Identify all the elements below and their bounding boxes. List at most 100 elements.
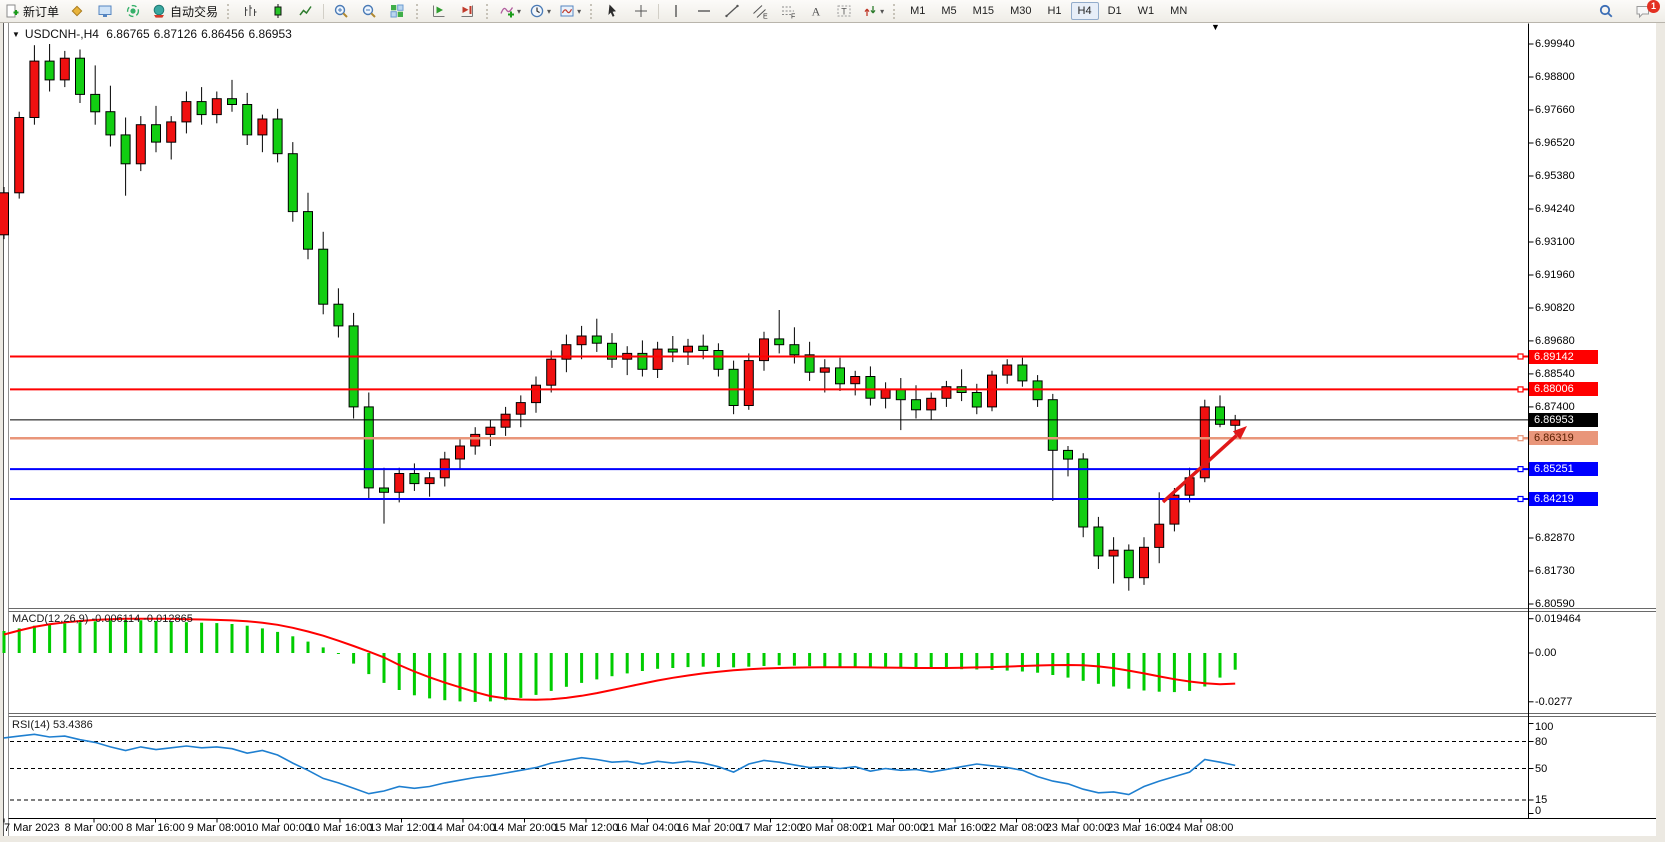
fibonacci-icon: F (782, 6, 795, 20)
indicators-icon (500, 7, 515, 18)
price-line-label: 6.84219 (1529, 492, 1598, 506)
price-axis-label: 6.82870 (1535, 532, 1575, 544)
autotrading-button-label: 自动交易 (170, 4, 219, 19)
text-label-icon: T (837, 5, 851, 17)
search-button[interactable] (1593, 0, 1619, 22)
zoom-out-button[interactable] (356, 0, 382, 22)
price-axis-label: 6.93100 (1535, 236, 1575, 248)
timeframe-button-h1[interactable]: H1 (1047, 5, 1062, 17)
timeframe-button-w1[interactable]: W1 (1137, 5, 1155, 17)
time-axis[interactable]: 7 Mar 2023 8 Mar 00:00 8 Mar 16:00 9 Mar 08… (0, 818, 1665, 838)
time-axis-label: 23 Mar 00:00 (1045, 822, 1111, 834)
auto-scroll-icon (433, 5, 445, 17)
collapse-triangle-icon[interactable]: ▼ (12, 30, 20, 39)
candlestick-chart-button[interactable] (265, 0, 291, 22)
timeframe-button-m5[interactable]: M5 (941, 5, 957, 17)
price-line-label: 6.89142 (1529, 350, 1598, 364)
chevron-down-icon: ▾ (517, 6, 522, 16)
time-axis-label: 10 Mar 16:00 (307, 822, 373, 834)
price-line-label: 6.85251 (1529, 462, 1598, 476)
price-axis[interactable]: 6.99940 6.98800 6.97660 6.96520 6.95380 6.942… (1529, 0, 1659, 842)
trendline-button[interactable] (719, 0, 745, 22)
timeframe-button-m30[interactable]: M30 (1010, 5, 1032, 17)
macd-axis-label: -0.0277 (1535, 696, 1573, 708)
chart-shift-button[interactable] (454, 0, 480, 22)
price-axis-label: 6.91960 (1535, 269, 1575, 281)
tile-windows-icon (390, 4, 404, 18)
toolbar-gripper (227, 3, 232, 19)
timeframe-button-h4[interactable]: H4 (1070, 2, 1099, 20)
time-axis-label: 10 Mar 00:00 (246, 822, 311, 834)
rsi-layer (3, 733, 1528, 801)
price-axis-label: 6.89680 (1535, 335, 1575, 347)
close-value: 6.86953 (248, 27, 292, 41)
line-handle[interactable] (1517, 435, 1524, 442)
horizontal-lines-layer[interactable] (10, 353, 1528, 503)
rsi-axis-label: 15 (1535, 794, 1548, 806)
rsi-axis-label: 80 (1535, 736, 1548, 748)
periods-button[interactable]: ▾ (526, 0, 554, 22)
toolbar-separator (658, 3, 660, 19)
bar-chart-icon (245, 5, 257, 16)
cursor-button[interactable] (600, 0, 626, 22)
price-axis-label: 6.88540 (1535, 368, 1575, 380)
gold-diamond-button[interactable] (64, 0, 90, 22)
macd-axis-label: 0.019464 (1535, 613, 1581, 625)
template-icon (560, 5, 574, 17)
line-handle[interactable] (1517, 495, 1524, 503)
chart-background (3, 23, 1656, 836)
toolbar-separator (323, 3, 325, 19)
symbol-period-label: USDCNH-,H4 (24, 27, 99, 41)
zoom-out-icon (362, 4, 376, 18)
horizontal-line-button[interactable] (691, 0, 717, 22)
main-toolbar: 新订单 自动交易 ▾ ▾ ▾ E F A T ▾ M1 M5 M15 M30 H1 H4 D1 W1 MN 1 (0, 0, 1665, 23)
timeframe-button-m1[interactable]: M1 (910, 5, 926, 17)
crosshair-icon (635, 5, 648, 17)
text-label-button[interactable]: T (831, 0, 857, 22)
candlestick-chart-icon (274, 4, 282, 18)
zoom-in-icon (334, 4, 348, 18)
indicators-button[interactable]: ▾ (496, 0, 524, 22)
equidistant-channel-button[interactable]: E (747, 0, 773, 22)
text-button[interactable]: A (803, 0, 829, 22)
time-axis-label: 16 Mar 20:00 (676, 822, 742, 834)
zoom-in-button[interactable] (328, 0, 354, 22)
search-icon (1599, 4, 1613, 18)
line-handle[interactable] (1517, 353, 1524, 360)
autotrading-button[interactable]: 自动交易 (148, 0, 221, 22)
timeframe-button-d1[interactable]: D1 (1107, 5, 1122, 17)
svg-text:E: E (763, 14, 768, 20)
line-handle[interactable] (1517, 386, 1524, 393)
toolbar-right-cluster: 1 (1592, 0, 1660, 22)
text-icon: A (812, 5, 821, 19)
auto-scroll-button[interactable] (426, 0, 452, 22)
price-axis-label: 6.96520 (1535, 137, 1575, 149)
signals-button[interactable] (120, 0, 146, 22)
chevron-down-icon: ▾ (880, 6, 885, 16)
line-handle[interactable] (1517, 466, 1524, 473)
crosshair-button[interactable] (628, 0, 654, 22)
bar-chart-button[interactable] (237, 0, 263, 22)
new-order-icon (6, 4, 19, 18)
templates-button[interactable]: ▾ (556, 0, 584, 22)
new-order-button[interactable]: 新订单 (1, 0, 62, 22)
tile-windows-button[interactable] (384, 0, 410, 22)
arrows-button[interactable]: ▾ (859, 0, 887, 22)
fibonacci-button[interactable]: F (775, 0, 801, 22)
price-line-label: 6.86319 (1529, 431, 1598, 445)
line-chart-button[interactable] (293, 0, 319, 22)
price-axis-label: 6.99940 (1535, 38, 1575, 50)
vertical-line-button[interactable] (663, 0, 689, 22)
trend-arrow-object[interactable] (1161, 426, 1247, 504)
time-axis-label: 14 Mar 20:00 (492, 822, 557, 834)
timeframe-button-m15[interactable]: M15 (972, 5, 995, 17)
svg-text:F: F (791, 14, 795, 20)
toolbar-gripper (486, 3, 491, 19)
candles-layer (0, 44, 1241, 591)
notifications-button[interactable]: 1 (1630, 0, 1660, 20)
market-watch-button[interactable] (92, 0, 118, 22)
autotrading-globe-icon (153, 4, 165, 18)
timeframe-button-mn[interactable]: MN (1170, 5, 1188, 17)
time-axis-label: 23 Mar 16:00 (1107, 822, 1172, 834)
